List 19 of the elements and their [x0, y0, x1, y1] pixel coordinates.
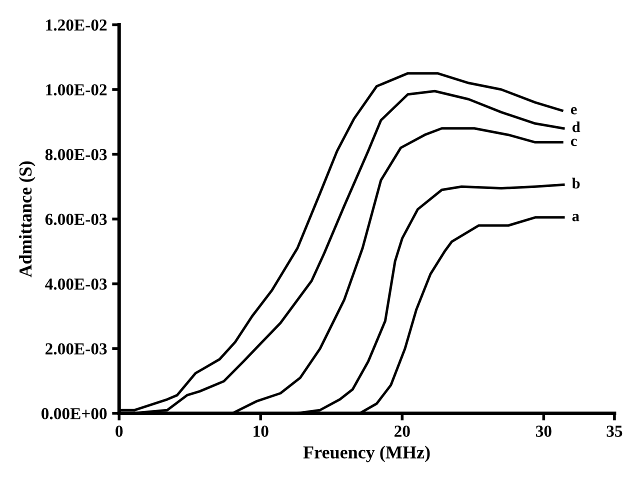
- y-tick-label: 4.00E-03: [45, 278, 107, 290]
- x-tick-label: 35: [606, 426, 622, 437]
- series-label: c: [570, 138, 577, 146]
- y-tick-label: 1.20E-02: [46, 19, 107, 31]
- x-tick-label: 0: [116, 426, 123, 437]
- y-tick-label: 2.00E-03: [46, 343, 107, 355]
- y-axis-title: Admittance (S): [18, 161, 36, 278]
- y-tick-label: 8.00E-03: [45, 148, 107, 160]
- series-label: e: [570, 107, 577, 114]
- y-tick-label: 1.00E-02: [46, 84, 107, 96]
- y-tick-label: 0.00E+00: [42, 408, 107, 420]
- x-tick-label: 30: [536, 426, 552, 437]
- x-tick-label: 20: [394, 426, 410, 437]
- series-label: d: [572, 121, 580, 132]
- x-axis-title: Freuency (MHz): [303, 446, 430, 462]
- y-tick-label: 6.00E-03: [45, 214, 107, 226]
- series-label: b: [572, 178, 580, 189]
- series-label: a: [572, 214, 580, 222]
- x-tick-label: 10: [254, 426, 268, 437]
